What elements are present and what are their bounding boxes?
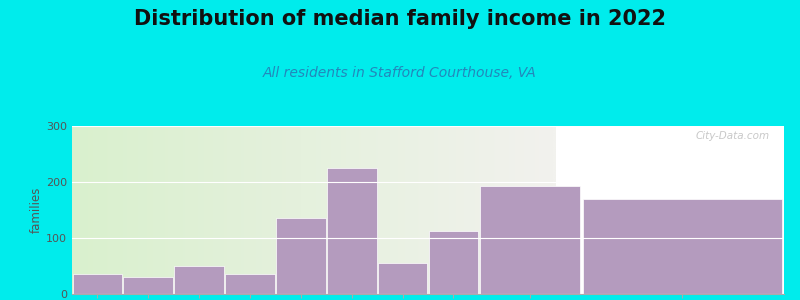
Bar [123, 277, 174, 294]
Bar [326, 168, 377, 294]
Bar [174, 266, 224, 294]
Bar [225, 274, 275, 294]
Y-axis label: families: families [30, 187, 43, 233]
Bar [73, 274, 122, 294]
Text: All residents in Stafford Courthouse, VA: All residents in Stafford Courthouse, VA [263, 66, 537, 80]
Bar [429, 231, 478, 294]
Bar [378, 263, 427, 294]
Text: City-Data.com: City-Data.com [696, 131, 770, 141]
Text: Distribution of median family income in 2022: Distribution of median family income in … [134, 9, 666, 29]
Bar [582, 199, 782, 294]
Bar [276, 218, 326, 294]
Bar [480, 186, 579, 294]
